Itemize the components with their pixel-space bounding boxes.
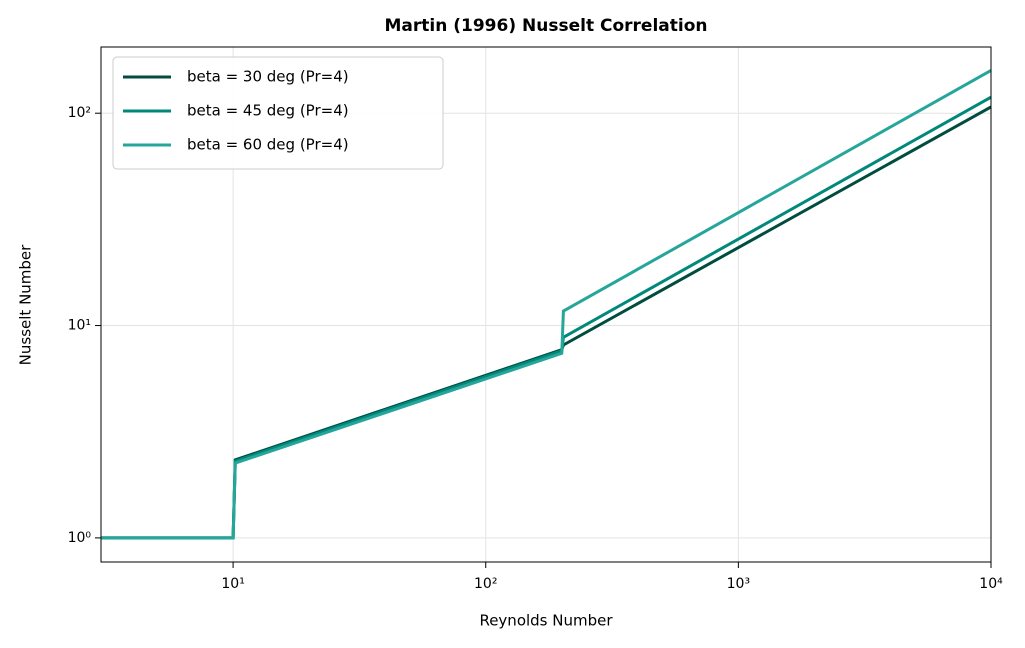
x-tick-label: 10³ — [727, 576, 750, 592]
y-tick-label: 10² — [68, 105, 91, 121]
legend-box — [112, 56, 444, 170]
legend-label: beta = 60 deg (Pr=4) — [187, 136, 349, 154]
series-line — [101, 69, 992, 540]
x-tick-label: 10² — [474, 576, 497, 592]
legend-label: beta = 30 deg (Pr=4) — [187, 68, 349, 86]
x-axis-label: Reynolds Number — [479, 612, 613, 630]
chart-title: Martin (1996) Nusselt Correlation — [385, 16, 708, 36]
legend-label: beta = 45 deg (Pr=4) — [187, 102, 349, 120]
y-axis-label: Nusselt Number — [17, 244, 35, 365]
x-tick-label: 10¹ — [221, 576, 244, 592]
y-tick-label: 10⁰ — [68, 530, 92, 546]
y-tick-label: 10¹ — [68, 318, 91, 334]
plot-frame — [100, 46, 992, 563]
x-tick-label: 10⁴ — [979, 576, 1003, 592]
